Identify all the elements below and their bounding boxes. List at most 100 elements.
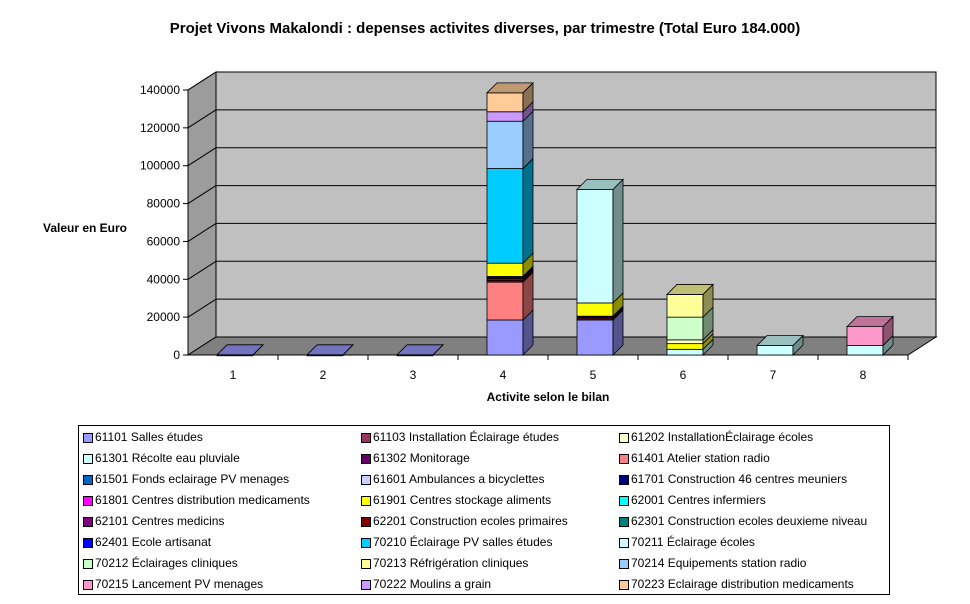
legend-label: 61601 Ambulances a bicyclettes (373, 472, 545, 486)
gridline-side (187, 185, 217, 204)
y-tick-label: 120000 (140, 121, 180, 135)
legend-label: 70214 Equipements station radio (631, 556, 807, 570)
legend-label: 61901 Centres stockage aliments (373, 493, 552, 507)
legend-label: 61101 Salles études (95, 430, 203, 444)
legend-swatch (83, 559, 93, 569)
x-tick-label: 2 (320, 368, 327, 382)
plot-back-wall (215, 71, 937, 338)
bar-top (396, 344, 444, 356)
bar-top (306, 344, 354, 356)
bar-segment (486, 281, 524, 321)
legend-label: 61302 Monitorage (373, 451, 470, 465)
x-tick-label: 6 (680, 368, 687, 382)
bar-segment (666, 294, 704, 318)
y-tick-label: 80000 (147, 197, 181, 211)
chart-title: Projet Vivons Makalondi : depenses activ… (169, 20, 801, 37)
legend-swatch (619, 496, 629, 506)
bar-segment-side (522, 157, 534, 265)
legend-swatch (83, 433, 93, 443)
bar-segment (486, 92, 524, 113)
legend-swatch (619, 538, 629, 548)
chart-plot: 0 20000 40000 60000 80000 100000 120000 140000 1… (43, 71, 938, 404)
bar-segment (576, 302, 614, 317)
legend-label: 61301 Récolte eau pluviale (95, 451, 240, 465)
legend-swatch (619, 559, 629, 569)
legend-swatch (361, 475, 371, 485)
legend-swatch (83, 580, 93, 590)
legend-swatch (361, 559, 371, 569)
bar-segment (486, 111, 524, 122)
y-axis-label: Valeur en Euro (43, 221, 127, 235)
gridline-side (187, 298, 217, 318)
legend-swatch (361, 454, 371, 464)
legend-swatch (361, 517, 371, 527)
y-tick-label: 60000 (147, 234, 181, 248)
legend-label: 70222 Moulins a grain (373, 577, 492, 591)
gridline-side (187, 223, 217, 242)
legend-label: 62001 Centres infermiers (631, 493, 766, 507)
legend-swatch (83, 517, 93, 527)
bar-top (846, 316, 894, 328)
bar-segment (756, 345, 794, 356)
gridline-side (187, 260, 217, 280)
legend-swatch (361, 496, 371, 506)
x-tick-label: 7 (770, 368, 777, 382)
bar-top (216, 344, 264, 356)
bar-segment (486, 120, 524, 169)
bar-segment (846, 326, 884, 346)
legend-swatch (619, 454, 629, 464)
legend-swatch (619, 580, 629, 590)
x-tick-label: 5 (590, 368, 597, 382)
legend-swatch (619, 517, 629, 527)
x-tick-label: 4 (500, 368, 507, 382)
bar-segment (666, 348, 704, 356)
legend-label: 61401 Atelier station radio (631, 451, 770, 465)
legend-label: 61801 Centres distribution medicaments (95, 493, 310, 507)
legend-label: 62201 Construction ecoles primaires (373, 514, 568, 528)
y-tick-label: 20000 (147, 310, 181, 324)
legend-swatch (619, 475, 629, 485)
bar-top (756, 335, 804, 346)
x-tick-label: 8 (860, 368, 867, 382)
bar-top (576, 178, 624, 190)
legend-label: 61501 Fonds eclairage PV menages (95, 472, 290, 486)
legend-swatch (361, 580, 371, 590)
legend-label: 70223 Eclairage distribution medicaments (631, 577, 854, 591)
legend-label: 61202 InstallationÉclairage écoles (631, 430, 814, 444)
y-tick-label: 140000 (140, 83, 180, 97)
bar-segment (486, 262, 524, 277)
legend-label: 62401 Ecole artisanat (95, 535, 212, 549)
legend-swatch (83, 496, 93, 506)
y-tick-label: 100000 (140, 159, 180, 173)
gridline-side (187, 147, 217, 167)
bar-segment (486, 319, 524, 356)
bar-segment-side (612, 178, 624, 304)
gridline-side (187, 109, 217, 129)
bar-segment (576, 319, 614, 356)
legend-label: 70210 Éclairage PV salles études (373, 535, 553, 549)
bar-segment (666, 339, 704, 345)
bar-segment (846, 345, 884, 356)
bar-segment (666, 316, 704, 341)
bar-segment (576, 188, 614, 304)
legend-label: 61103 Installation Éclairage études (373, 430, 559, 444)
plot-side-wall (187, 71, 217, 356)
legend-label: 70212 Éclairages cliniques (95, 556, 238, 570)
x-tick-label: 3 (410, 368, 417, 382)
plot-floor (186, 336, 938, 356)
legend-label: 70213 Réfrigération cliniques (373, 556, 529, 570)
legend-swatch (361, 538, 371, 548)
legend-label: 61701 Construction 46 centres meuniers (631, 472, 848, 486)
legend-swatch (361, 433, 371, 443)
x-tick-label: 1 (230, 368, 237, 382)
legend-swatch (83, 538, 93, 548)
x-axis-label: Activite selon le bilan (487, 390, 610, 404)
legend-label: 62101 Centres medicins (95, 514, 225, 528)
legend-label: 70211 Éclairage écoles (631, 535, 755, 549)
legend-swatch (83, 454, 93, 464)
bar-segment (666, 343, 704, 350)
legend-label: 62301 Construction ecoles deuxieme nivea… (631, 514, 868, 528)
bar-top (486, 82, 534, 94)
bar-top (666, 284, 714, 295)
y-tick-label: 40000 (147, 272, 181, 286)
